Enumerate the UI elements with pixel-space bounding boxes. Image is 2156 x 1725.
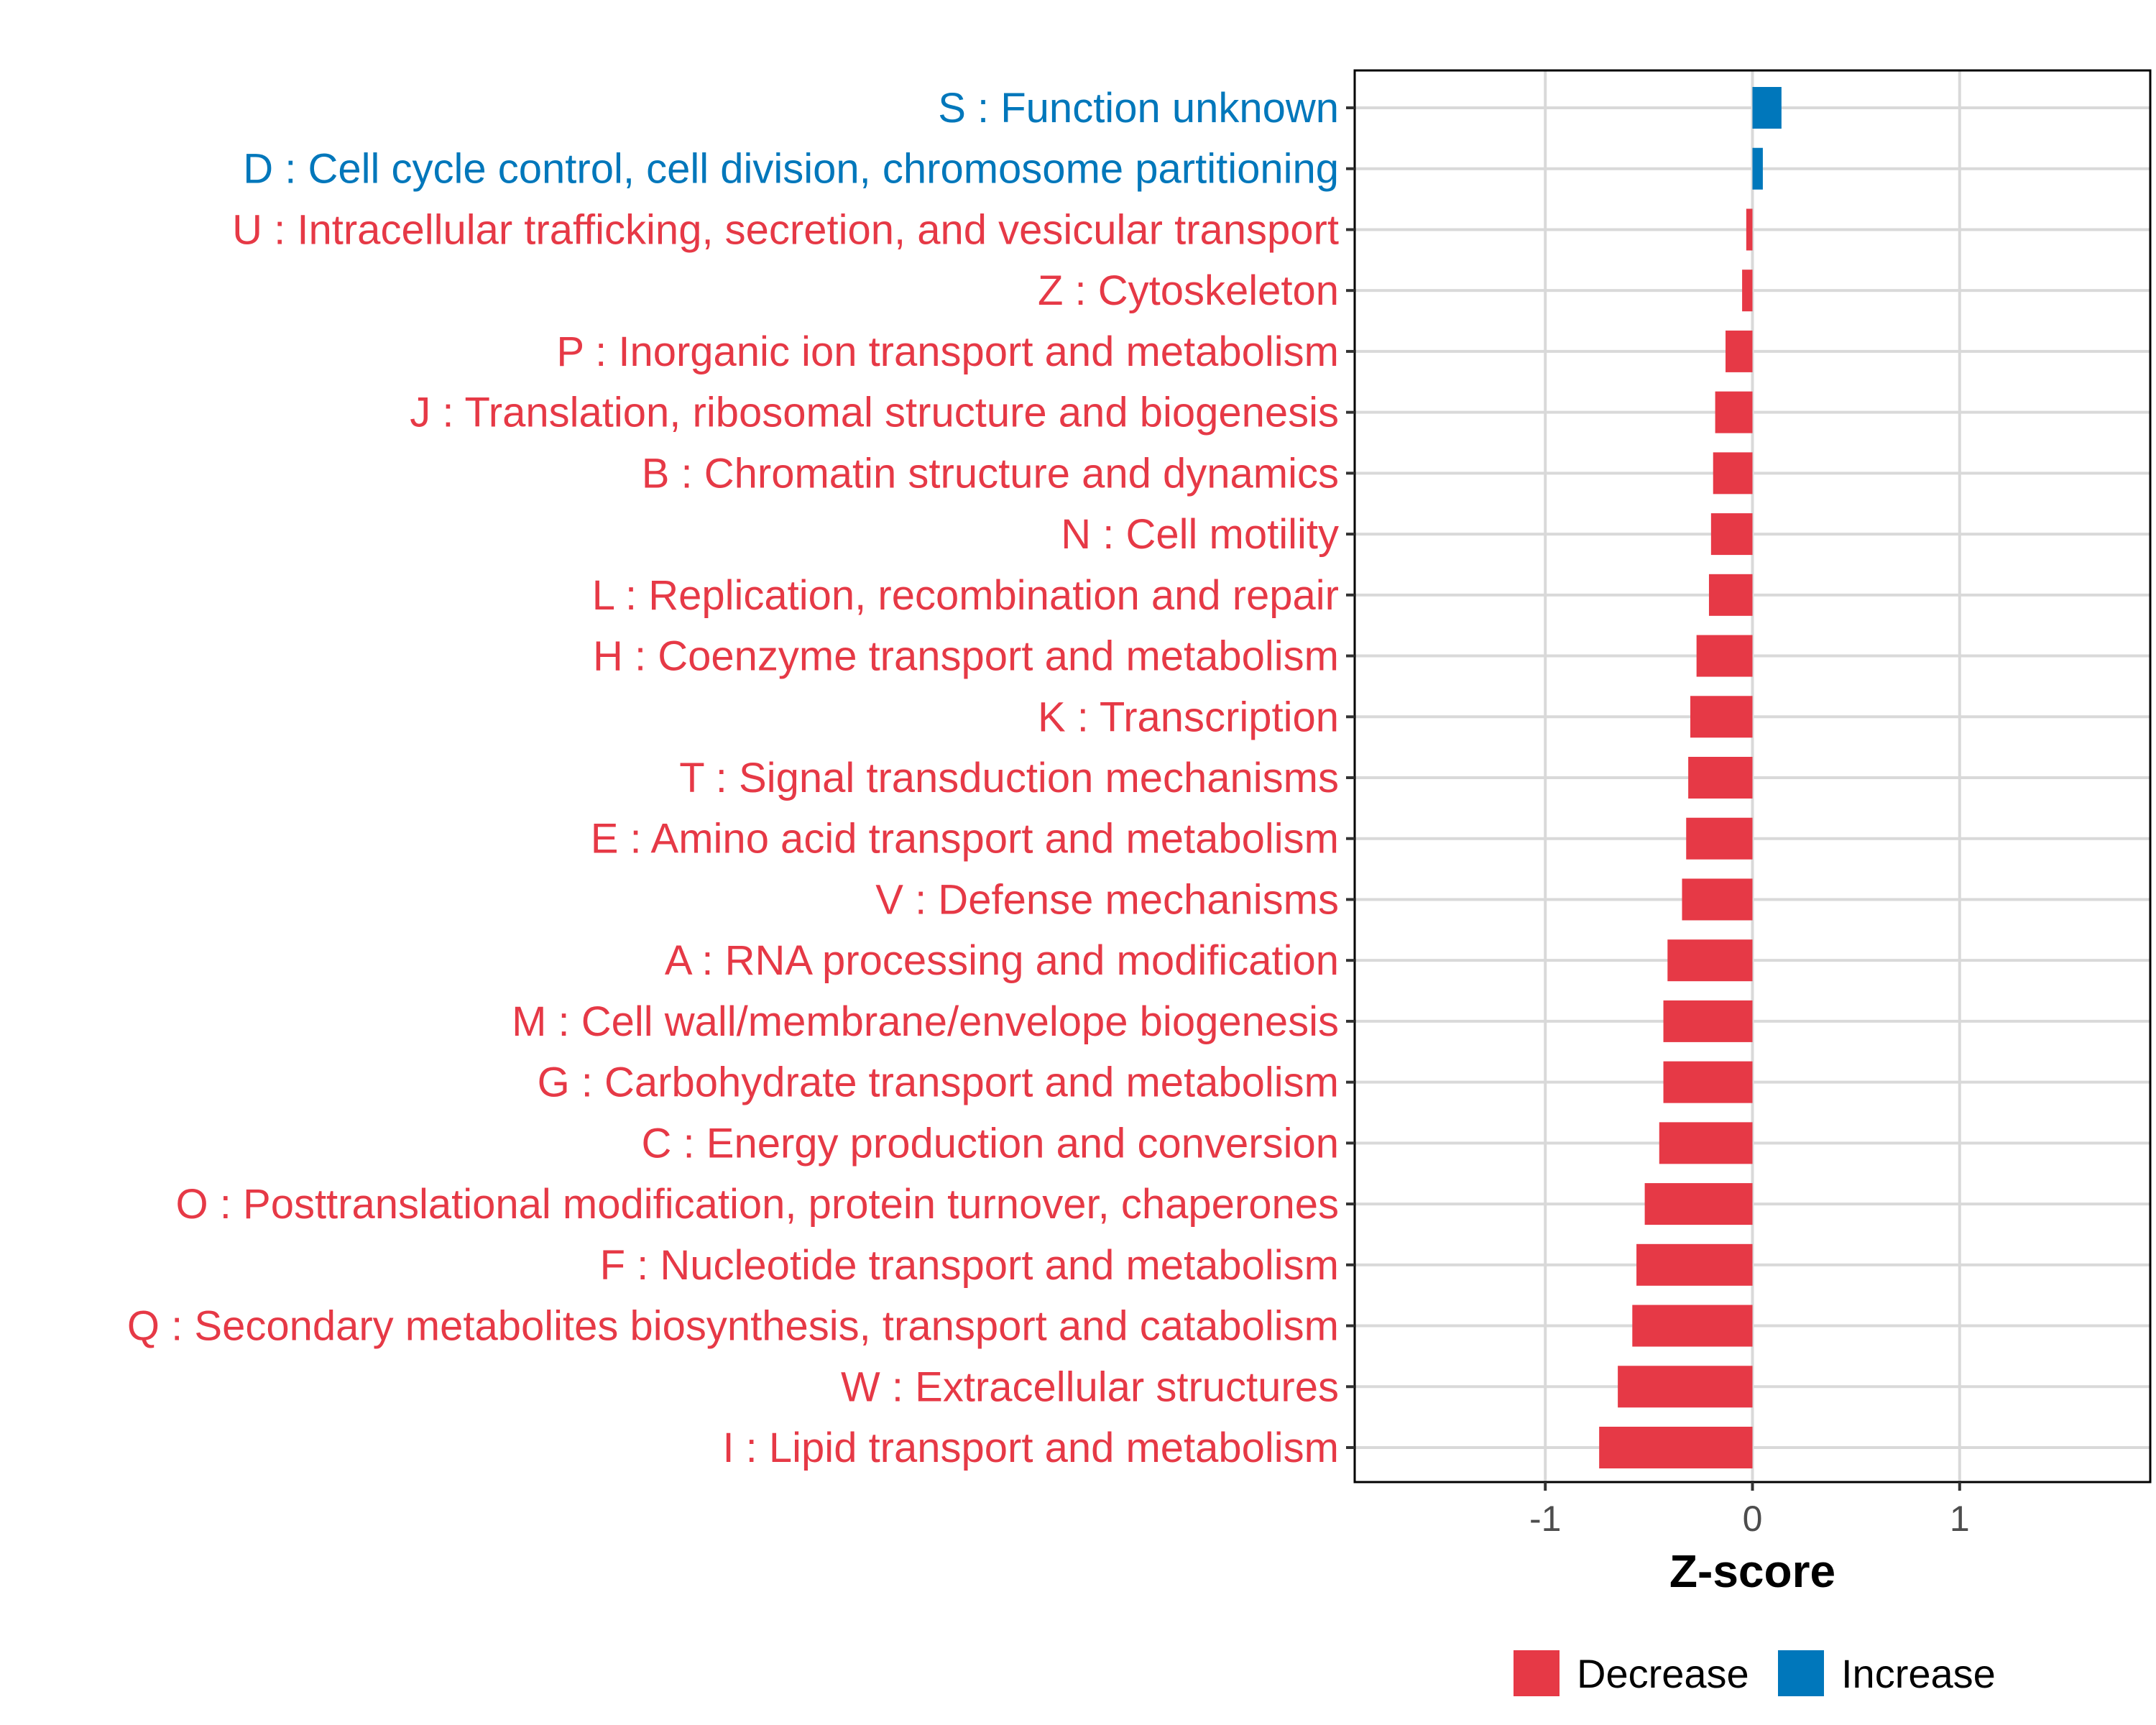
legend: Decrease Increase — [1514, 1650, 1996, 1696]
bar — [1688, 757, 1753, 799]
y-tick-label: J : Translation, ribosomal structure and… — [410, 390, 1339, 436]
bar — [1632, 1305, 1753, 1347]
bars — [1599, 87, 1782, 1468]
y-tick-label: D : Cell cycle control, cell division, c… — [243, 146, 1339, 193]
y-tick-label: O : Posttranslational modification, prot… — [176, 1181, 1339, 1228]
bar — [1726, 330, 1753, 372]
bar — [1742, 270, 1753, 312]
legend-swatch — [1514, 1650, 1560, 1696]
legend-label: Increase — [1841, 1651, 1996, 1696]
bar — [1618, 1366, 1753, 1408]
bar — [1686, 817, 1753, 860]
y-tick-label: V : Defense mechanisms — [875, 876, 1339, 923]
y-tick-label: C : Energy production and conversion — [642, 1120, 1339, 1167]
bar — [1713, 452, 1753, 494]
y-tick-label: K : Transcription — [1038, 694, 1339, 740]
bar — [1746, 208, 1753, 251]
legend-label: Decrease — [1577, 1651, 1749, 1696]
legend-swatch — [1778, 1650, 1824, 1696]
bar — [1708, 574, 1753, 616]
y-axis: S : Function unknown D : Cell cycle contr… — [127, 85, 1355, 1471]
x-tick-label: 1 — [1950, 1499, 1970, 1539]
y-tick-label: T : Signal transduction mechanisms — [679, 755, 1339, 801]
y-tick-label: A : RNA processing and modification — [665, 937, 1339, 984]
y-tick-label: N : Cell motility — [1061, 511, 1339, 558]
bar — [1663, 1061, 1753, 1103]
x-tick-label: 0 — [1743, 1499, 1763, 1539]
y-tick-label: H : Coenzyme transport and metabolism — [593, 633, 1339, 680]
bar — [1667, 939, 1753, 982]
y-tick-label: P : Inorganic ion transport and metaboli… — [556, 328, 1339, 375]
y-tick-label: Q : Secondary metabolites biosynthesis, … — [127, 1303, 1339, 1350]
x-axis-title: Z-score — [1669, 1545, 1835, 1597]
x-tick-label: -1 — [1529, 1499, 1561, 1539]
x-axis: -1 0 1 — [1529, 1482, 1970, 1539]
bar — [1659, 1122, 1753, 1164]
y-tick-label: E : Amino acid transport and metabolism — [591, 816, 1339, 862]
bar — [1644, 1183, 1753, 1225]
y-tick-label: Z : Cytoskeleton — [1038, 267, 1339, 314]
bar — [1752, 87, 1782, 129]
y-tick-label: L : Replication, recombination and repai… — [592, 572, 1339, 619]
y-tick-label: F : Nucleotide transport and metabolism — [600, 1242, 1339, 1289]
bar — [1599, 1427, 1753, 1468]
bar — [1752, 147, 1763, 190]
y-tick-label: U : Intracellular trafficking, secretion… — [232, 206, 1339, 253]
bar — [1682, 878, 1753, 921]
bar — [1696, 635, 1753, 677]
bar — [1636, 1243, 1753, 1286]
y-tick-label: I : Lipid transport and metabolism — [722, 1425, 1339, 1471]
y-tick-label: B : Chromatin structure and dynamics — [642, 450, 1339, 497]
bar — [1690, 696, 1753, 738]
y-tick-label: M : Cell wall/membrane/envelope biogenes… — [512, 998, 1339, 1045]
bar — [1715, 391, 1753, 433]
y-tick-label: S : Function unknown — [938, 85, 1339, 132]
y-tick-label: W : Extracellular structures — [841, 1363, 1339, 1410]
bar — [1710, 513, 1753, 556]
y-tick-label: G : Carbohydrate transport and metabolis… — [538, 1059, 1339, 1106]
bar — [1663, 1000, 1753, 1042]
